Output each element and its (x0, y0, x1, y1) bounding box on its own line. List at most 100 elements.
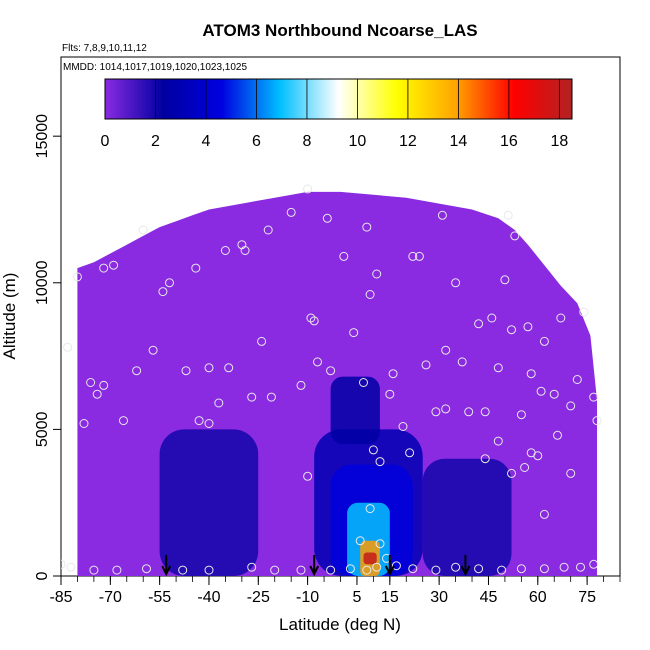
sample-point (214, 398, 224, 408)
x-tick-label: -55 (148, 589, 171, 606)
sample-point (523, 322, 533, 332)
x-tick-label: 60 (529, 589, 547, 606)
sample-point (109, 260, 119, 270)
surface-arrows (161, 555, 471, 577)
sample-point (372, 269, 382, 279)
x-tick-label: 15 (381, 589, 399, 606)
sample-point (589, 392, 599, 402)
sample-point (431, 565, 441, 575)
sample-point (385, 389, 395, 399)
sample-point (359, 378, 368, 387)
colorbar-tick-label: 16 (500, 133, 518, 150)
surface-arrow (161, 555, 172, 577)
sample-point (375, 539, 385, 549)
surface-arrow (309, 555, 320, 577)
sample-point (165, 278, 174, 288)
sample-point (355, 536, 365, 546)
sample-point (178, 565, 188, 575)
sample-point (572, 375, 582, 384)
x-tick-label: 45 (480, 589, 498, 606)
x-tick-label: -70 (99, 589, 122, 606)
sample-point (148, 345, 158, 355)
colorbar-tick-label: 8 (302, 133, 311, 150)
sample-point (345, 564, 355, 574)
sample-point (313, 357, 322, 367)
colorbar-tick-label: 0 (101, 133, 110, 150)
sample-point (372, 562, 382, 572)
surface-arrow (384, 555, 395, 577)
sample-point (464, 407, 474, 417)
colorbar-ramp (104, 78, 573, 120)
sample-point (474, 319, 484, 329)
x-tick-label: -25 (247, 589, 270, 606)
sample-point (224, 363, 234, 373)
sample-point (559, 562, 569, 572)
sample-point (322, 213, 332, 223)
sample-point (414, 251, 424, 261)
sample-point (437, 210, 447, 220)
sample-point (516, 564, 526, 574)
sample-point (539, 564, 549, 574)
colorbar-tick-label: 18 (550, 133, 568, 150)
sample-point (520, 463, 530, 472)
sample-point (451, 278, 461, 288)
colorbar: 0 2 4 6 8 10 12 14 16 18 (101, 78, 573, 150)
sample-point (142, 564, 151, 574)
arrow-head (161, 565, 172, 577)
chart-title: ATOM3 Northbound Ncoarse_LAS (202, 21, 477, 40)
field-layer (77, 191, 597, 576)
sample-point (296, 565, 306, 575)
sample-point (507, 325, 516, 335)
sample-point (556, 313, 566, 323)
sample-point (181, 366, 191, 376)
x-tick-label: 5 (352, 589, 361, 606)
sample-point (61, 559, 66, 569)
sample-point (441, 345, 451, 355)
sample-point (247, 392, 257, 402)
x-tick-label: 75 (578, 589, 596, 606)
sample-point (388, 369, 398, 379)
field-feature (330, 376, 380, 444)
sample-point (431, 407, 441, 417)
sample-point (296, 380, 306, 390)
sample-point (566, 468, 576, 478)
sample-point (132, 366, 142, 376)
sample-point (507, 468, 516, 478)
sample-point (89, 565, 99, 575)
sample-point (66, 562, 76, 572)
colorbar-tick-label: 2 (151, 133, 160, 150)
sample-point (99, 263, 109, 273)
sample-point (204, 363, 214, 373)
sample-point (566, 401, 576, 411)
sample-point (99, 380, 109, 390)
arrow-head (309, 565, 320, 577)
sample-point (592, 416, 602, 426)
sample-point (549, 389, 559, 399)
sample-point (204, 419, 214, 428)
x-tick-label: -85 (49, 589, 72, 606)
sample-point (191, 263, 201, 273)
colorbar-tick-label: 14 (450, 133, 468, 150)
y-axis: 0 5000 10000 15000 (34, 114, 61, 580)
sample-point (516, 410, 526, 420)
sample-point (365, 290, 375, 299)
colorbar-tick-label: 12 (399, 133, 417, 150)
dates-annotation: MMDD: 1014,1017,1019,1020,1023,1025 (63, 62, 247, 73)
sample-point (487, 313, 497, 323)
sample-point (270, 565, 280, 575)
sample-point (480, 454, 490, 464)
x-axis-label: Latitude (deg N) (279, 615, 401, 634)
sample-point (138, 225, 148, 235)
sample-point (240, 246, 250, 255)
sample-point (349, 328, 359, 338)
sample-point (112, 565, 122, 575)
field-feature (363, 552, 377, 565)
sample-point (263, 225, 273, 235)
sample-point (63, 342, 73, 352)
x-tick-label: 30 (430, 589, 448, 606)
y-tick-label: 15000 (34, 114, 51, 159)
sample-point (220, 246, 230, 255)
sample-point (451, 562, 461, 572)
sample-point (457, 357, 467, 367)
